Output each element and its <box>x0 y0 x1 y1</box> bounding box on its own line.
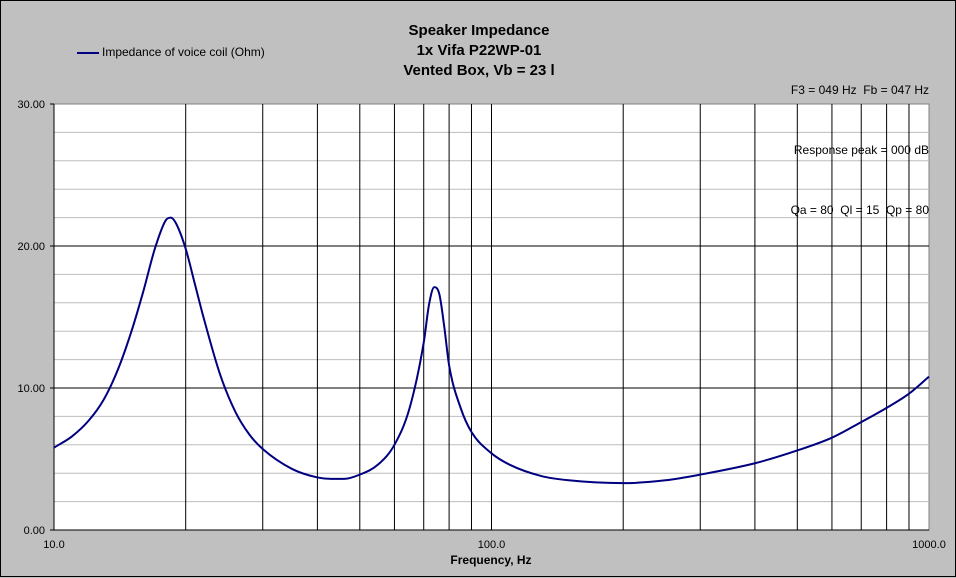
info-line-1: F3 = 049 Hz Fb = 047 Hz <box>790 83 929 97</box>
title-line-3: Vented Box, Vb = 23 l <box>403 62 555 79</box>
y-tick-label: 0.00 <box>24 525 45 537</box>
box-parameters: F3 = 049 Hz Fb = 047 Hz Response peak = … <box>791 40 929 260</box>
x-tick-label: 10.0 <box>43 539 64 551</box>
title-line-2: 1x Vifa P22WP-01 <box>416 42 542 59</box>
y-tick-label: 20.00 <box>17 241 45 253</box>
legend-swatch <box>77 51 99 54</box>
legend-label: Impedance of voice coil (Ohm) <box>102 45 265 59</box>
series-line-impedance <box>53 216 930 485</box>
grid-lines <box>53 104 929 531</box>
x-tick-label: 100.0 <box>478 539 506 551</box>
x-axis-label: Frequency, Hz <box>450 553 532 567</box>
legend: Impedance of voice coil (Ohm) <box>77 44 265 60</box>
title-line-1: Speaker Impedance <box>408 22 550 39</box>
info-line-3: Qa = 80 Ql = 15 Qp = 80 <box>790 203 929 217</box>
y-tick-label: 30.00 <box>17 99 45 111</box>
info-line-2: Response peak = 000 dB <box>793 143 929 157</box>
y-tick-label: 10.00 <box>17 383 45 395</box>
tick-labels: 0.00 10.00 20.00 30.00 10.0 100.0 1000.0 <box>17 99 945 551</box>
series-layer <box>53 216 930 485</box>
chart-title: Speaker Impedance 1x Vifa P22WP-01 Vente… <box>1 21 956 81</box>
x-tick-label: 1000.0 <box>912 539 946 551</box>
